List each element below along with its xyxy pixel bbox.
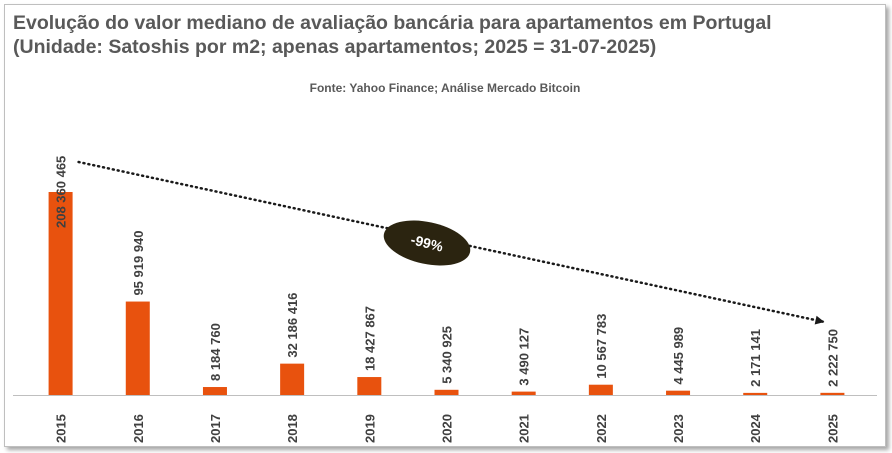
bar-2017 (202, 387, 227, 395)
data-label-2025: 2 222 750 (825, 329, 840, 387)
bar-2015 (48, 192, 73, 395)
chart-frame: Evolução do valor mediano de avaliação b… (4, 4, 886, 447)
data-label-2016: 95 919 940 (131, 230, 146, 295)
data-label-2024: 2 171 141 (748, 329, 763, 387)
bar-2020 (434, 389, 459, 395)
bar-chart: 208 360 465 2015 95 919 940 2016 8 184 760 20… (13, 156, 877, 443)
annotation-ellipse (383, 220, 471, 266)
bar-2023 (666, 390, 691, 395)
x-tick-label-2019: 2019 (362, 414, 377, 443)
x-tick-label-2021: 2021 (517, 414, 532, 443)
data-label-2018: 32 186 416 (285, 293, 300, 358)
data-label-2017: 8 184 760 (208, 323, 223, 381)
data-label-2020: 5 340 925 (440, 326, 455, 384)
trend-arrowhead (814, 315, 825, 325)
bar-2016 (125, 301, 150, 395)
x-tick-label-2022: 2022 (594, 414, 609, 443)
x-tick-label-2025: 2025 (825, 414, 840, 443)
bar-2022 (588, 384, 613, 395)
x-tick-label-2018: 2018 (285, 414, 300, 443)
annotation-label: -99% (409, 231, 445, 255)
data-label-2021: 3 490 127 (517, 328, 532, 386)
bar-2018 (280, 363, 305, 395)
x-tick-label-2017: 2017 (208, 414, 223, 443)
bar-2025 (820, 392, 845, 395)
x-tick-label-2016: 2016 (131, 414, 146, 443)
data-label-2022: 10 567 783 (594, 314, 609, 379)
data-label-2019: 18 427 867 (362, 306, 377, 371)
bar-2019 (357, 377, 382, 395)
x-tick-label-2015: 2015 (54, 414, 69, 443)
x-tick-label-2023: 2023 (671, 414, 686, 443)
data-label-2015: 208 360 465 (54, 156, 69, 228)
bar-2021 (511, 391, 536, 395)
x-tick-label-2020: 2020 (440, 414, 455, 443)
x-tick-label-2024: 2024 (748, 413, 763, 443)
chart-title: Evolução do valor mediano de avaliação b… (13, 12, 772, 58)
bar-2024 (743, 392, 768, 395)
chart-source: Fonte: Yahoo Finance; Análise Mercado Bi… (309, 81, 581, 95)
data-label-2023: 4 445 989 (671, 327, 686, 385)
